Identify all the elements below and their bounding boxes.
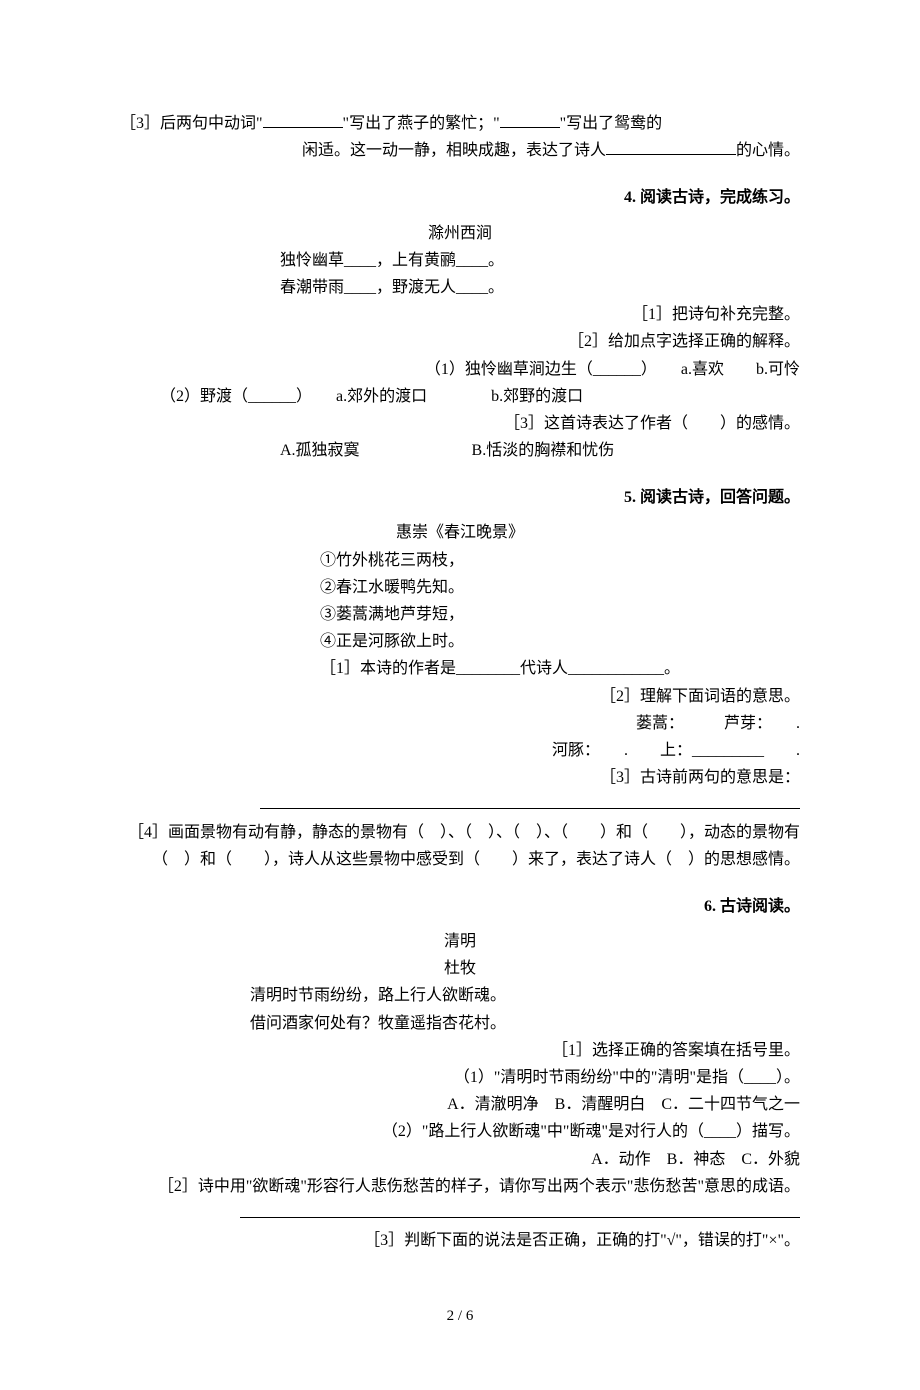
s6-sub2: ［2］诗中用"欲断魂"形容行人悲伤愁苦的样子，请你写出两个表示"悲伤愁苦"意思的… [120, 1173, 800, 1200]
s6-q2: （2）"路上行人欲断魂"中"断魂"是对行人的（____）描写。 [120, 1118, 800, 1145]
s5-sub3: ［3］古诗前两句的意思是： [120, 764, 800, 791]
s4-line2: 春潮带雨____，野渡无人____。 [120, 274, 800, 301]
s5-l2: ②春江水暖鸭先知。 [120, 574, 800, 601]
q3-text3: "写出了鸳鸯的 [560, 115, 663, 132]
s4-sub3: ［3］这首诗表达了作者（ ）的感情。 [120, 410, 800, 437]
q3-blank2 [500, 111, 560, 128]
q3-text4: 的心情。 [736, 142, 800, 159]
s5-words1: 蒌蒿： 芦芽： . [120, 710, 800, 737]
q3-blank1 [263, 111, 343, 128]
section5-head: 5. 阅读古诗，回答问题。 [120, 484, 800, 511]
s5-l3: ③蒌蒿满地芦芽短， [120, 601, 800, 628]
q3-text1: ［3］后两句中动词 [120, 115, 256, 132]
s4-title: 滁州西涧 [120, 220, 800, 247]
s6-q1: （1）"清明时节雨纷纷"中的"清明"是指（____）。 [120, 1064, 800, 1091]
s6-blankline [120, 1200, 800, 1227]
s4-opt1: （1）独怜幽草涧边生（______） a.喜欢 b.可怜 [120, 356, 800, 383]
s6-sub3: ［3］判断下面的说法是否正确，正确的打"√"，错误的打"×"。 [120, 1227, 800, 1254]
s5-sub4-text: ［4］画面景物有动有静，静态的景物有（ ）、（ ）、（ ）、（ ）和（ ），动态… [128, 824, 800, 868]
s4-sub1: ［1］把诗句补充完整。 [120, 301, 800, 328]
s5-blankline [120, 791, 800, 818]
s4-sub2: ［2］给加点字选择正确的解释。 [120, 328, 800, 355]
s6-q1-choices: A．清澈明净 B．清醒明白 C．二十四节气之一 [120, 1091, 800, 1118]
page-footer: 2 / 6 [120, 1304, 800, 1330]
s4-choice: A.孤独寂寞 B.恬淡的胸襟和忧伤 [120, 437, 800, 464]
s6-l1: 清明时节雨纷纷，路上行人欲断魂。 [120, 982, 800, 1009]
s5-answer-line [260, 792, 800, 809]
q3-sub3-block: ［3］后两句中动词""写出了燕子的繁忙；""写出了鸳鸯的 [120, 110, 800, 137]
s4-line1: 独怜幽草____，上有黄鹂____。 [120, 247, 800, 274]
s5-sub4: ［4］画面景物有动有静，静态的景物有（ ）、（ ）、（ ）、（ ）和（ ），动态… [120, 819, 800, 873]
s6-q2-choices: A．动作 B．神态 C．外貌 [120, 1146, 800, 1173]
s4-opt2: （2）野渡（______） a.郊外的渡口 b.郊野的渡口 [120, 383, 800, 410]
s6-l2: 借问酒家何处有？牧童遥指杏花村。 [120, 1010, 800, 1037]
section4-head: 4. 阅读古诗，完成练习。 [120, 184, 800, 211]
s6-answer-line [240, 1201, 800, 1218]
q3-blank3 [606, 138, 736, 155]
s5-title: 惠崇《春江晚景》 [120, 519, 800, 546]
q3-cont: 闲适。这一动一静，相映成趣，表达了诗人 [302, 142, 606, 159]
s6-author: 杜牧 [120, 955, 800, 982]
q3-line2: 闲适。这一动一静，相映成趣，表达了诗人 的心情。 [120, 137, 800, 164]
s5-sub1: ［1］本诗的作者是________代诗人____________。 [120, 655, 800, 682]
s5-words2: 河豚： . 上：_________ . [120, 737, 800, 764]
section6-head: 6. 古诗阅读。 [120, 893, 800, 920]
s6-sub1: ［1］选择正确的答案填在括号里。 [120, 1037, 800, 1064]
s5-l4: ④正是河豚欲上时。 [120, 628, 800, 655]
s6-title: 清明 [120, 928, 800, 955]
q3-text2: "写出了燕子的繁忙；" [343, 115, 500, 132]
s6-sub2-text: ［2］诗中用"欲断魂"形容行人悲伤愁苦的样子，请你写出两个表示"悲伤愁苦"意思的… [158, 1178, 800, 1195]
s5-l1: ①竹外桃花三两枝， [120, 547, 800, 574]
document-page: ［3］后两句中动词""写出了燕子的繁忙；""写出了鸳鸯的 闲适。这一动一静，相映… [0, 0, 920, 1390]
s5-sub2: ［2］理解下面词语的意思。 [120, 683, 800, 710]
